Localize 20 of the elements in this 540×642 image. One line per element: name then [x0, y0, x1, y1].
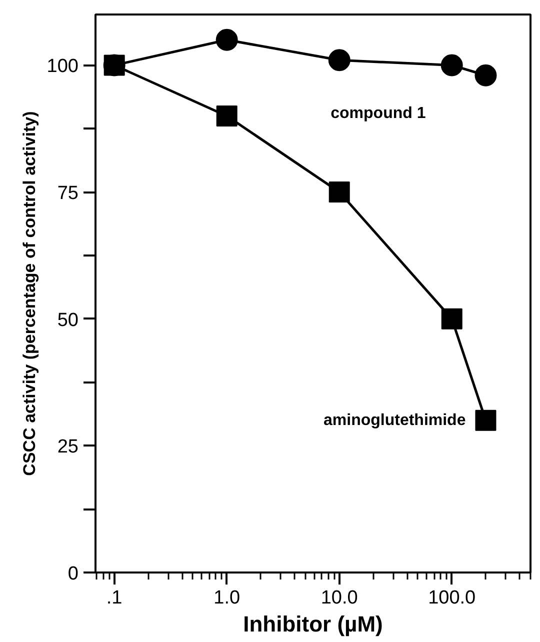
- point: [328, 49, 350, 72]
- point: [328, 182, 350, 203]
- series-label: aminoglutethimide: [324, 412, 466, 429]
- y-tick-label: 75: [57, 183, 79, 204]
- x-axis-title: Inhibitor (µM): [243, 612, 383, 636]
- y-axis-title: CSCC activity (percentage of control activity): [20, 111, 39, 476]
- text: compound 1: [330, 104, 426, 122]
- x-tick-label: .1: [106, 588, 122, 608]
- x-tick-label: 10.0: [320, 588, 358, 608]
- y-tick-label: 100: [46, 56, 78, 78]
- y-tick-label: 50: [57, 310, 79, 331]
- point: [440, 54, 463, 76]
- y-tick-label: 25: [57, 436, 79, 458]
- point: [216, 105, 238, 126]
- point: [216, 28, 238, 51]
- x-tick-label: 100.0: [428, 588, 476, 608]
- point: [104, 54, 125, 76]
- point: [441, 308, 462, 330]
- y-tick-label: 0: [68, 564, 79, 584]
- x-tick-label: 1.0: [214, 588, 240, 608]
